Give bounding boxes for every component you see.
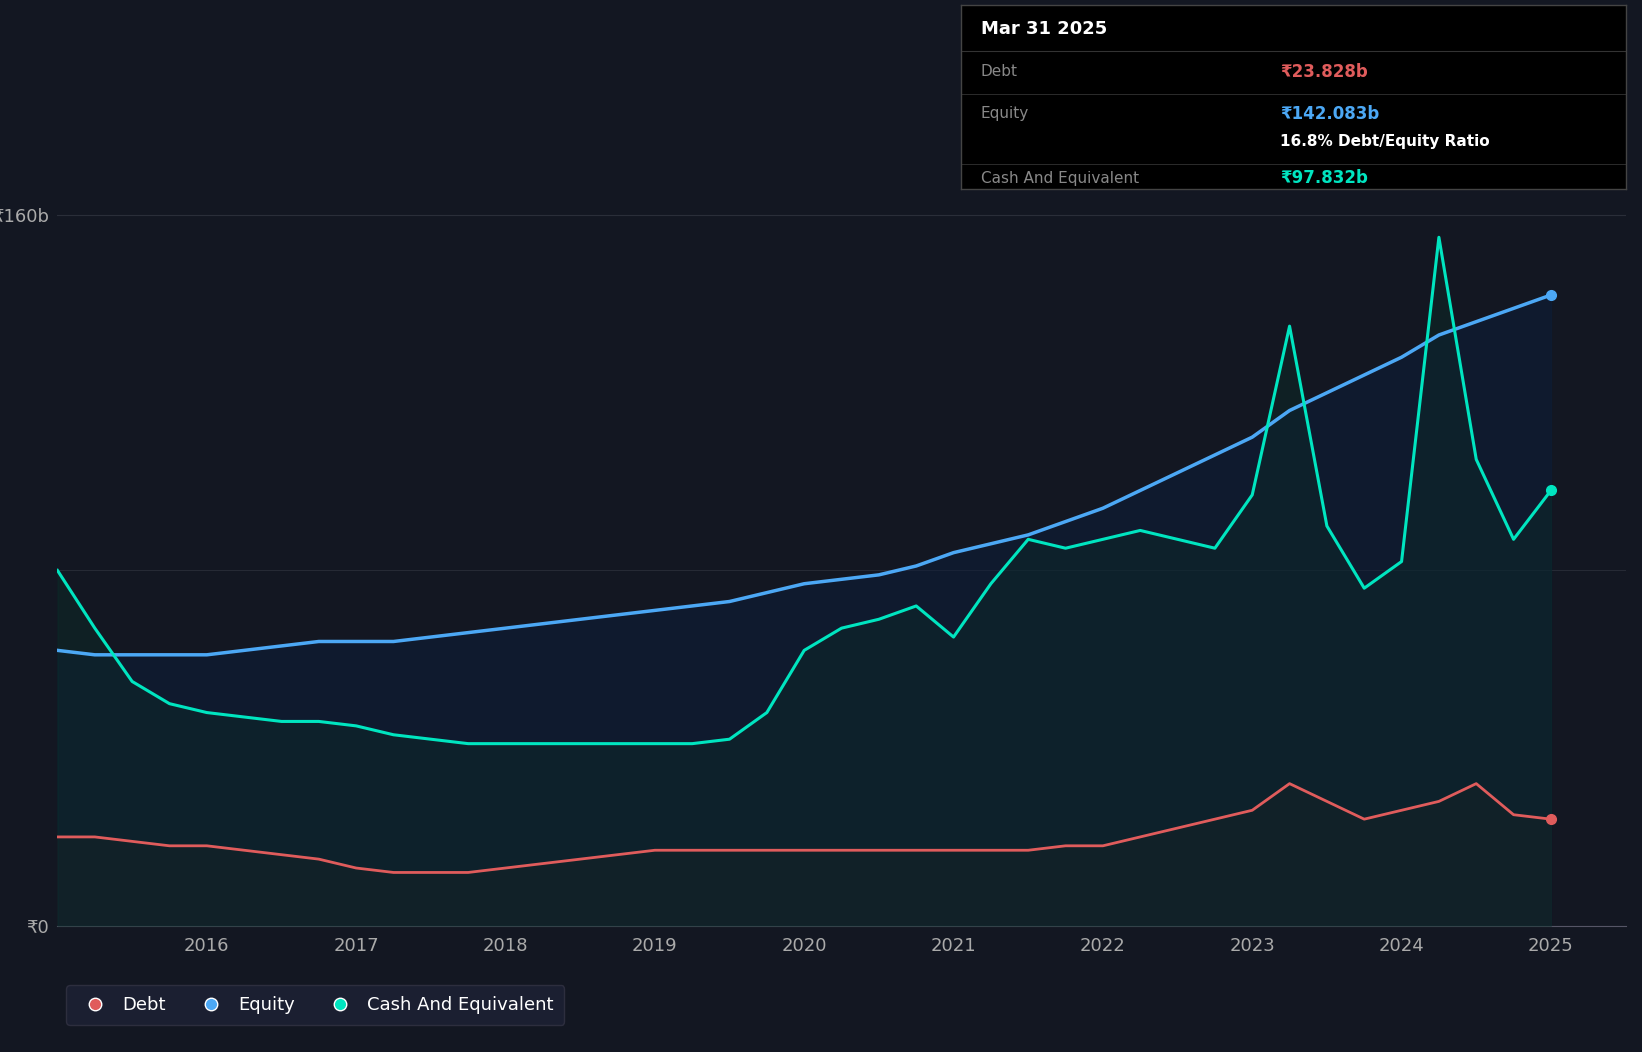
Text: Mar 31 2025: Mar 31 2025 — [980, 20, 1107, 38]
Text: ₹97.832b: ₹97.832b — [1279, 169, 1368, 187]
Legend: Debt, Equity, Cash And Equivalent: Debt, Equity, Cash And Equivalent — [66, 985, 565, 1025]
Text: Debt: Debt — [980, 64, 1018, 79]
Text: Equity: Equity — [980, 106, 1030, 121]
Text: ₹142.083b: ₹142.083b — [1279, 105, 1379, 123]
Text: 16.8% Debt/Equity Ratio: 16.8% Debt/Equity Ratio — [1279, 134, 1489, 149]
Text: ₹23.828b: ₹23.828b — [1279, 62, 1368, 81]
Text: Cash And Equivalent: Cash And Equivalent — [980, 170, 1138, 186]
